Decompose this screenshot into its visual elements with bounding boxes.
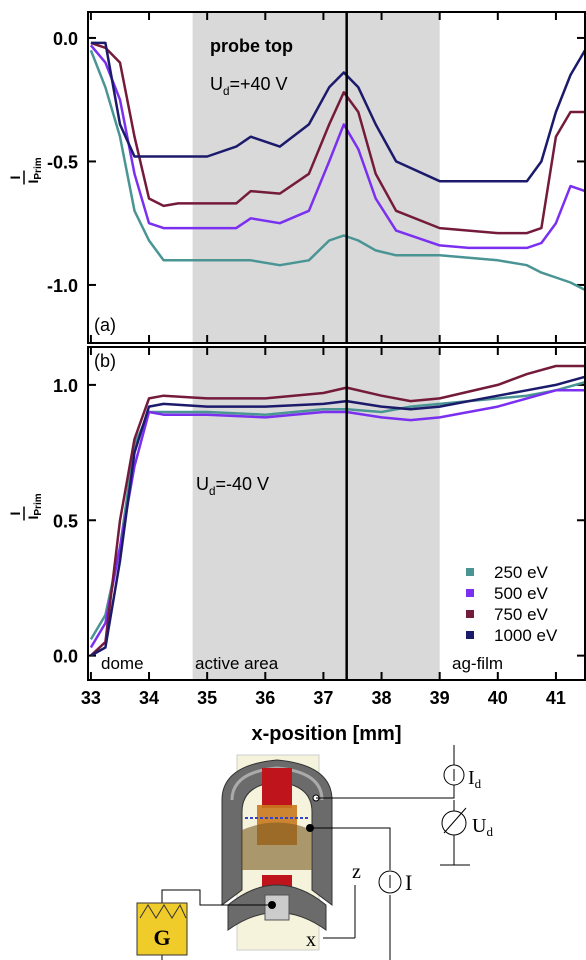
- shaded-region: [192, 347, 440, 680]
- data-line: [90, 41, 585, 235]
- subscript: Prim: [33, 157, 44, 179]
- annotation-title: probe top: [210, 36, 293, 56]
- text: =+40 V: [230, 74, 288, 94]
- generator-symbol: [139, 903, 187, 919]
- symbol: I: [25, 180, 41, 184]
- y-tick-label: 0.5: [53, 511, 78, 531]
- generator-box: [136, 902, 188, 956]
- data-line: [89, 49, 585, 292]
- y-label-numerator: I: [7, 512, 23, 516]
- legend-swatch: [466, 568, 474, 576]
- legend-swatch: [466, 631, 474, 639]
- legend-label: 1000 eV: [494, 626, 558, 645]
- data-line: [89, 380, 585, 641]
- data-line: [90, 375, 585, 657]
- data-line: [89, 44, 585, 250]
- current-label: I: [405, 870, 412, 895]
- voltmeter-slash: [443, 807, 467, 834]
- legend-label: 750 eV: [494, 605, 549, 624]
- x-tick-label: 34: [139, 688, 159, 708]
- chart-panel: 33 34 35 36 37 38 39 40 410.00.51.0IIPrim(b)Ud=-…: [7, 346, 586, 745]
- shaded-region: [192, 12, 440, 343]
- z-label: z: [352, 861, 361, 883]
- legend-label: 250 eV: [494, 563, 549, 582]
- voltage-label: Ud: [472, 815, 493, 839]
- y-tick-label: 0.0: [53, 647, 78, 667]
- y-tick-label: 1.0: [53, 376, 78, 396]
- text: =-40 V: [216, 474, 270, 494]
- y-tick-label: -1.0: [47, 276, 78, 296]
- generator-label: G: [153, 925, 170, 950]
- dome-shell: [221, 759, 333, 906]
- legend-swatch: [466, 589, 474, 597]
- film: [242, 822, 312, 870]
- data-line: [90, 41, 585, 183]
- subscript: d: [475, 776, 482, 791]
- panel-label: (a): [94, 315, 116, 335]
- x-tick-label: 37: [313, 688, 333, 708]
- symbol: I: [468, 767, 475, 789]
- x-tick-label: 39: [430, 688, 450, 708]
- subscript: Prim: [33, 493, 44, 515]
- legend-swatch: [466, 610, 474, 618]
- y-tick-label: -0.5: [47, 152, 78, 172]
- subscript: d: [223, 85, 230, 98]
- x-label: x: [306, 929, 316, 951]
- plot-frame: [87, 11, 586, 344]
- annotation-voltage: Ud=-40 V: [196, 474, 269, 498]
- x-tick-label: 41: [546, 688, 566, 708]
- region-label: ag-film: [452, 654, 503, 673]
- subscript: d: [486, 824, 493, 839]
- y-tick-label: 0.0: [53, 29, 78, 49]
- symbol: U: [472, 815, 487, 837]
- y-label-numerator: I: [7, 176, 23, 180]
- region-label: active area: [195, 654, 279, 673]
- symbol: I: [25, 516, 41, 520]
- red-part: [262, 768, 292, 808]
- region-label: dome: [101, 654, 144, 673]
- setup-diagram: G I z x Id Ud: [136, 745, 493, 960]
- x-tick-label: 35: [197, 688, 217, 708]
- x-axis-label: x-position [mm]: [252, 723, 402, 745]
- symbol: U: [196, 474, 209, 494]
- annotation-voltage: Ud=+40 V: [210, 74, 288, 98]
- x-tick-label: 38: [372, 688, 392, 708]
- x-tick-label: 40: [488, 688, 508, 708]
- pin: [264, 894, 290, 921]
- probe-current-label: Id: [468, 767, 482, 791]
- y-label-denominator: IPrim: [25, 157, 44, 183]
- panel-label: (b): [94, 351, 116, 371]
- legend-label: 500 eV: [494, 584, 549, 603]
- plot-frame: [87, 346, 586, 681]
- data-line: [90, 364, 585, 657]
- y-label-denominator: IPrim: [25, 493, 44, 519]
- symbol: U: [210, 74, 223, 94]
- x-tick-label: 36: [255, 688, 275, 708]
- subscript: d: [209, 485, 216, 498]
- x-tick-label: 33: [81, 688, 101, 708]
